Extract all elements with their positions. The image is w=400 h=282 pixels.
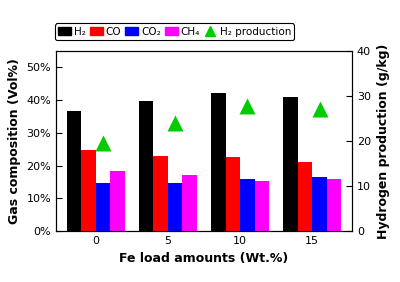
Bar [67, 111, 81, 231]
Bar [154, 157, 168, 231]
Bar [182, 175, 197, 231]
Y-axis label: Hydrogen production (g/kg): Hydrogen production (g/kg) [376, 43, 390, 239]
Bar [139, 101, 154, 231]
Bar [284, 97, 298, 231]
Legend: H₂, CO, CO₂, CH₄, H₂ production: H₂, CO, CO₂, CH₄, H₂ production [55, 23, 294, 40]
Bar [211, 93, 226, 231]
Bar [110, 171, 124, 231]
Bar [168, 183, 182, 231]
Bar [327, 179, 341, 231]
Bar [298, 162, 312, 231]
Bar [96, 183, 110, 231]
Bar [81, 150, 96, 231]
X-axis label: Fe load amounts (Wt.%): Fe load amounts (Wt.%) [119, 252, 289, 265]
Bar [254, 181, 269, 231]
Bar [312, 177, 327, 231]
Y-axis label: Gas composition (Vol%): Gas composition (Vol%) [8, 58, 21, 224]
Bar [240, 179, 254, 231]
Bar [226, 157, 240, 231]
